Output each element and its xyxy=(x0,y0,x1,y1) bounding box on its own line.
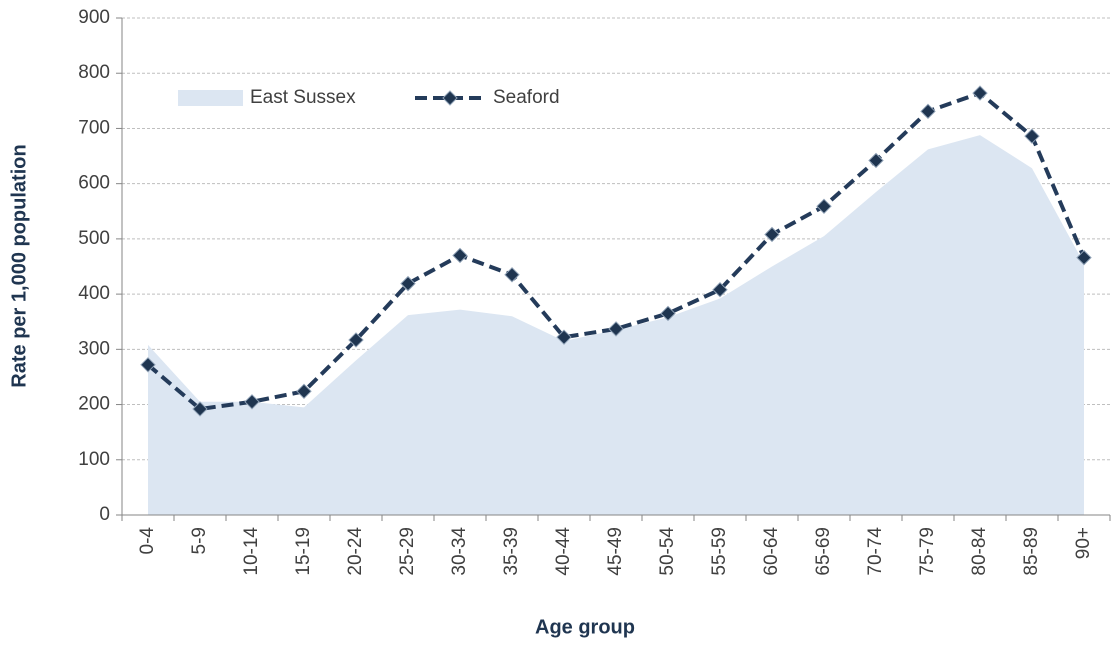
marker xyxy=(192,401,208,417)
x-tick-label: 65-69 xyxy=(813,527,834,576)
x-tick-label: 80-84 xyxy=(969,527,990,576)
marker xyxy=(452,247,468,264)
x-tick-label: 45-49 xyxy=(605,527,626,576)
marker xyxy=(140,357,156,373)
legend-label: Seaford xyxy=(493,87,560,108)
x-tick-label: 55-59 xyxy=(709,527,730,576)
x-tick-label: 10-14 xyxy=(241,527,262,576)
y-tick-label: 900 xyxy=(78,7,110,28)
y-tick-label: 700 xyxy=(78,117,110,138)
marker xyxy=(504,267,520,283)
marker xyxy=(296,383,312,400)
y-tick-label: 200 xyxy=(78,394,110,415)
x-tick-label: 5-9 xyxy=(189,527,210,554)
marker xyxy=(1024,128,1040,144)
marker xyxy=(1076,249,1092,266)
marker xyxy=(972,85,988,101)
marker xyxy=(348,332,364,348)
marker xyxy=(244,394,260,410)
marker xyxy=(712,281,728,298)
marker xyxy=(660,305,676,322)
x-tick-label: 75-79 xyxy=(917,527,938,576)
x-tick-label: 50-54 xyxy=(657,527,678,576)
x-tick-label: 20-24 xyxy=(345,527,366,576)
marker xyxy=(556,329,572,345)
x-tick-label: 0-4 xyxy=(137,527,158,555)
marker xyxy=(400,275,416,292)
x-tick-label: 60-64 xyxy=(761,527,782,576)
x-tick-label: 85-89 xyxy=(1021,527,1042,576)
y-tick-label: 100 xyxy=(78,449,110,470)
x-tick-label: 25-29 xyxy=(397,527,418,576)
area xyxy=(148,135,1084,515)
marker xyxy=(816,198,832,215)
y-axis-title: Rate per 1,000 population xyxy=(8,144,30,387)
marker xyxy=(920,103,936,120)
y-tick-label: 500 xyxy=(78,228,110,249)
y-tick-label: 800 xyxy=(78,62,110,83)
marker xyxy=(608,321,624,337)
x-tick-label: 35-39 xyxy=(501,527,522,576)
x-axis-title: Age group xyxy=(535,616,635,638)
x-tick-label: 30-34 xyxy=(449,527,470,576)
legend-label: East Sussex xyxy=(250,87,356,108)
y-tick-label: 0 xyxy=(99,504,110,525)
x-tick-label: 15-19 xyxy=(293,527,314,576)
legend-swatch xyxy=(178,90,243,106)
y-tick-label: 400 xyxy=(78,283,110,304)
y-tick-label: 300 xyxy=(78,338,110,359)
x-tick-label: 70-74 xyxy=(865,527,886,576)
marker xyxy=(764,226,780,243)
legend-marker xyxy=(442,90,458,106)
y-tick-label: 600 xyxy=(78,173,110,194)
marker xyxy=(868,152,884,169)
x-tick-label: 40-44 xyxy=(553,527,574,576)
x-tick-label: 90+ xyxy=(1073,527,1094,559)
